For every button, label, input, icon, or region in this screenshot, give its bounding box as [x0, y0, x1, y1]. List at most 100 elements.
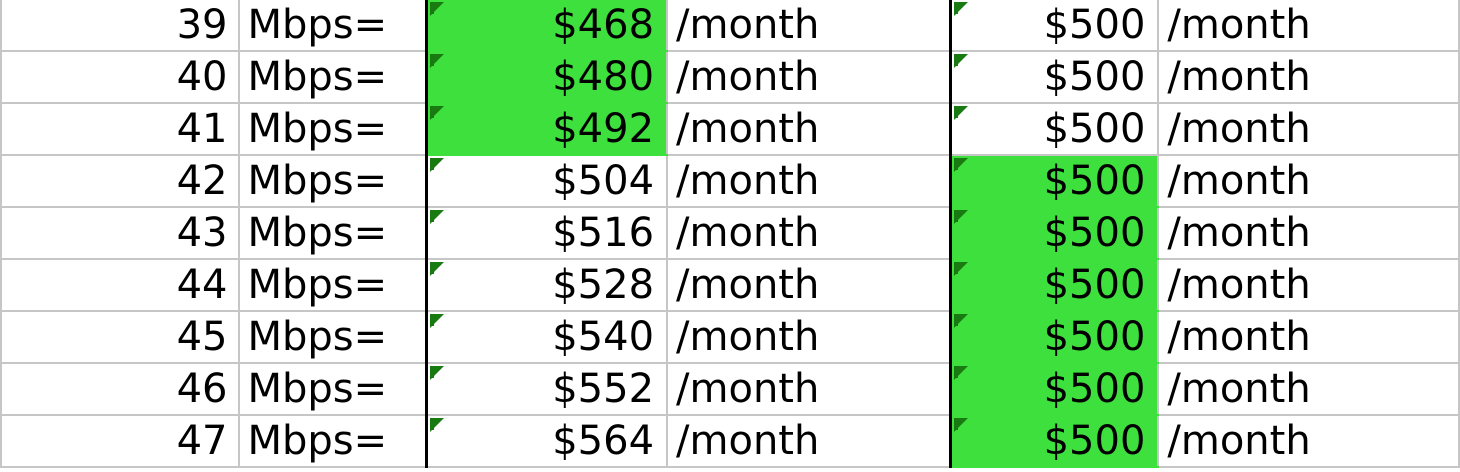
offer-a-period-cell[interactable]: /month — [666, 310, 952, 364]
offer-b-price-cell[interactable]: $500 — [949, 206, 1160, 260]
comment-flag-icon — [954, 54, 969, 68]
comment-flag-icon — [429, 158, 444, 172]
offer-a-price-cell[interactable]: $540 — [424, 310, 669, 364]
offer-a-period-cell[interactable]: /month — [666, 414, 952, 468]
offer-a-period-cell-text: /month — [676, 366, 820, 412]
unit-cell[interactable]: Mbps= — [237, 362, 428, 416]
comment-flag-icon — [429, 366, 444, 380]
offer-b-period-cell[interactable]: /month — [1157, 0, 1460, 52]
speed-cell[interactable]: 39 — [0, 0, 240, 52]
offer-b-price-cell[interactable]: $500 — [949, 362, 1160, 416]
offer-a-period-cell[interactable]: /month — [666, 154, 952, 208]
speed-cell[interactable]: 42 — [0, 154, 240, 208]
speed-cell-text: 41 — [176, 106, 228, 152]
speed-cell[interactable]: 40 — [0, 50, 240, 104]
unit-cell-text: Mbps= — [247, 54, 388, 100]
table-row: 45 Mbps= $540/month $500/month — [0, 310, 1460, 364]
offer-b-price-cell-text: $500 — [1043, 314, 1146, 360]
offer-b-period-cell-text: /month — [1167, 106, 1311, 152]
comment-flag-icon — [429, 106, 444, 120]
speed-cell[interactable]: 45 — [0, 310, 240, 364]
offer-a-price-cell-text: $516 — [552, 210, 655, 256]
offer-b-price-cell[interactable]: $500 — [949, 414, 1160, 468]
unit-cell-text: Mbps= — [247, 106, 388, 152]
offer-b-period-cell[interactable]: /month — [1157, 206, 1460, 260]
offer-a-period-cell-text: /month — [676, 158, 820, 204]
table-row: 44 Mbps= $528/month $500/month — [0, 258, 1460, 312]
offer-b-period-cell[interactable]: /month — [1157, 102, 1460, 156]
table-row: 41 Mbps= $492/month $500/month — [0, 102, 1460, 156]
unit-cell-text: Mbps= — [247, 418, 388, 464]
offer-b-price-cell[interactable]: $500 — [949, 102, 1160, 156]
unit-cell[interactable]: Mbps= — [237, 258, 428, 312]
offer-a-price-cell[interactable]: $564 — [424, 414, 669, 468]
offer-a-period-cell-text: /month — [676, 2, 820, 48]
offer-a-price-cell-text: $492 — [552, 106, 655, 152]
speed-cell[interactable]: 43 — [0, 206, 240, 260]
speed-cell[interactable]: 47 — [0, 414, 240, 468]
offer-a-period-cell[interactable]: /month — [666, 0, 952, 52]
speed-cell-text: 47 — [176, 418, 228, 464]
unit-cell[interactable]: Mbps= — [237, 414, 428, 468]
speed-cell[interactable]: 44 — [0, 258, 240, 312]
offer-a-period-cell[interactable]: /month — [666, 258, 952, 312]
unit-cell[interactable]: Mbps= — [237, 0, 428, 52]
offer-b-price-cell[interactable]: $500 — [949, 154, 1160, 208]
comment-flag-icon — [954, 158, 969, 172]
offer-b-price-cell[interactable]: $500 — [949, 50, 1160, 104]
offer-a-period-cell[interactable]: /month — [666, 102, 952, 156]
offer-a-price-cell-text: $540 — [552, 314, 655, 360]
offer-a-price-cell-text: $564 — [552, 418, 655, 464]
offer-a-price-cell[interactable]: $480 — [424, 50, 669, 104]
unit-cell[interactable]: Mbps= — [237, 102, 428, 156]
unit-cell[interactable]: Mbps= — [237, 206, 428, 260]
offer-a-price-cell-text: $480 — [552, 54, 655, 100]
offer-a-price-cell[interactable]: $552 — [424, 362, 669, 416]
unit-cell[interactable]: Mbps= — [237, 310, 428, 364]
table-row: 46 Mbps= $552/month $500/month — [0, 362, 1460, 416]
offer-b-period-cell[interactable]: /month — [1157, 310, 1460, 364]
offer-a-price-cell[interactable]: $516 — [424, 206, 669, 260]
table-row: 42 Mbps= $504/month $500/month — [0, 154, 1460, 208]
comment-flag-icon — [954, 210, 969, 224]
offer-a-price-cell[interactable]: $468 — [424, 0, 669, 52]
table-row: 43 Mbps= $516/month $500/month — [0, 206, 1460, 260]
offer-a-period-cell[interactable]: /month — [666, 206, 952, 260]
speed-cell[interactable]: 41 — [0, 102, 240, 156]
offer-a-period-cell[interactable]: /month — [666, 362, 952, 416]
offer-b-period-cell-text: /month — [1167, 314, 1311, 360]
offer-b-period-cell[interactable]: /month — [1157, 50, 1460, 104]
offer-b-price-cell[interactable]: $500 — [949, 258, 1160, 312]
offer-b-period-cell-text: /month — [1167, 2, 1311, 48]
unit-cell[interactable]: Mbps= — [237, 154, 428, 208]
speed-cell[interactable]: 46 — [0, 362, 240, 416]
offer-b-period-cell-text: /month — [1167, 158, 1311, 204]
offer-b-price-cell-text: $500 — [1043, 2, 1146, 48]
offer-a-period-cell[interactable]: /month — [666, 50, 952, 104]
offer-a-price-cell[interactable]: $492 — [424, 102, 669, 156]
unit-cell-text: Mbps= — [247, 366, 388, 412]
unit-cell-text: Mbps= — [247, 262, 388, 308]
offer-b-period-cell[interactable]: /month — [1157, 414, 1460, 468]
offer-b-period-cell[interactable]: /month — [1157, 154, 1460, 208]
offer-b-period-cell[interactable]: /month — [1157, 362, 1460, 416]
offer-b-period-cell-text: /month — [1167, 366, 1311, 412]
offer-b-price-cell[interactable]: $500 — [949, 310, 1160, 364]
comment-flag-icon — [429, 2, 444, 16]
speed-cell-text: 46 — [176, 366, 228, 412]
offer-a-period-cell-text: /month — [676, 418, 820, 464]
offer-b-price-cell-text: $500 — [1043, 418, 1146, 464]
offer-b-price-cell[interactable]: $500 — [949, 0, 1160, 52]
offer-b-period-cell[interactable]: /month — [1157, 258, 1460, 312]
offer-a-price-cell[interactable]: $528 — [424, 258, 669, 312]
offer-a-price-cell[interactable]: $504 — [424, 154, 669, 208]
offer-b-price-cell-text: $500 — [1043, 210, 1146, 256]
comment-flag-icon — [429, 418, 444, 432]
offer-b-price-cell-text: $500 — [1043, 158, 1146, 204]
unit-cell[interactable]: Mbps= — [237, 50, 428, 104]
offer-b-price-cell-text: $500 — [1043, 106, 1146, 152]
comment-flag-icon — [429, 54, 444, 68]
